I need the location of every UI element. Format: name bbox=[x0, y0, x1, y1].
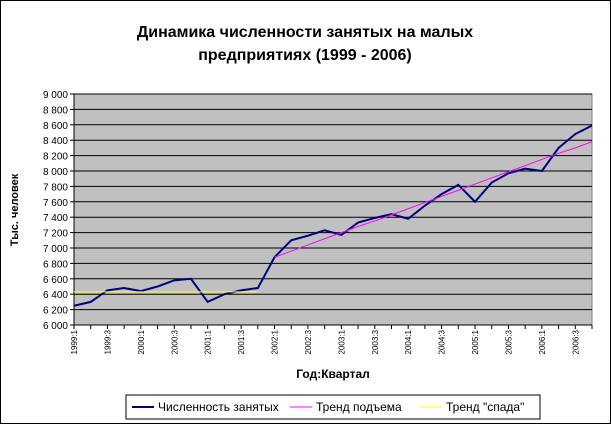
y-tick-label: 7 600 bbox=[43, 198, 68, 209]
y-tick-label: 7 200 bbox=[43, 229, 68, 240]
x-tick-label: 2000:1 bbox=[137, 329, 146, 354]
x-tick-label: 2001:1 bbox=[204, 329, 213, 354]
x-tick-label: 2006:3 bbox=[571, 329, 580, 354]
x-tick-label: 2002:1 bbox=[271, 329, 280, 354]
chart-title: предприятиях (1999 - 2006) bbox=[198, 47, 412, 64]
y-tick-label: 6 400 bbox=[43, 290, 68, 301]
x-tick-label: 2000:3 bbox=[170, 329, 179, 354]
series-line bbox=[274, 141, 593, 258]
chart-title: Динамика численности занятых на малых bbox=[137, 24, 473, 41]
legend-label: Численность занятых bbox=[158, 400, 279, 414]
y-tick-label: 8 600 bbox=[43, 121, 68, 132]
y-tick-label: 6 600 bbox=[43, 275, 68, 286]
y-tick-label: 8 800 bbox=[43, 105, 68, 116]
y-tick-label: 7 400 bbox=[43, 213, 68, 224]
y-tick-label: 8 400 bbox=[43, 136, 68, 147]
y-tick-label: 6 000 bbox=[43, 321, 68, 332]
y-tick-label: 7 800 bbox=[43, 182, 68, 193]
y-tick-label: 8 200 bbox=[43, 152, 68, 163]
legend-box bbox=[125, 394, 541, 420]
y-tick-label: 6 800 bbox=[43, 259, 68, 270]
x-tick-label: 2001:3 bbox=[237, 329, 246, 354]
x-tick-label: 1999:1 bbox=[70, 329, 79, 354]
x-tick-label: 2002:3 bbox=[304, 329, 313, 354]
plot-area bbox=[73, 93, 593, 326]
legend-label: Тренд "спада" bbox=[446, 400, 524, 414]
x-axis-label: Год:Квартал bbox=[296, 367, 370, 381]
y-tick-label: 8 000 bbox=[43, 167, 68, 178]
y-tick-label: 9 000 bbox=[43, 90, 68, 101]
x-tick-label: 2005:1 bbox=[471, 329, 480, 354]
x-tick-label: 2003:1 bbox=[337, 329, 346, 354]
legend: Численность занятых Тренд подъема Тренд "с… bbox=[125, 394, 541, 420]
x-tick-label: 2004:3 bbox=[438, 329, 447, 354]
series-line bbox=[73, 124, 593, 307]
y-axis-label: Тыс. человек bbox=[9, 173, 21, 246]
x-tick-label: 2005:3 bbox=[504, 329, 513, 354]
x-tick-label: 2003:3 bbox=[371, 329, 380, 354]
legend-label: Тренд подъема bbox=[316, 400, 402, 414]
x-tick-label: 2006:1 bbox=[538, 329, 547, 354]
y-tick-label: 7 000 bbox=[43, 244, 68, 255]
x-tick-label: 2004:1 bbox=[404, 329, 413, 354]
x-tick-label: 1999:3 bbox=[103, 329, 112, 354]
y-tick-label: 6 200 bbox=[43, 306, 68, 317]
